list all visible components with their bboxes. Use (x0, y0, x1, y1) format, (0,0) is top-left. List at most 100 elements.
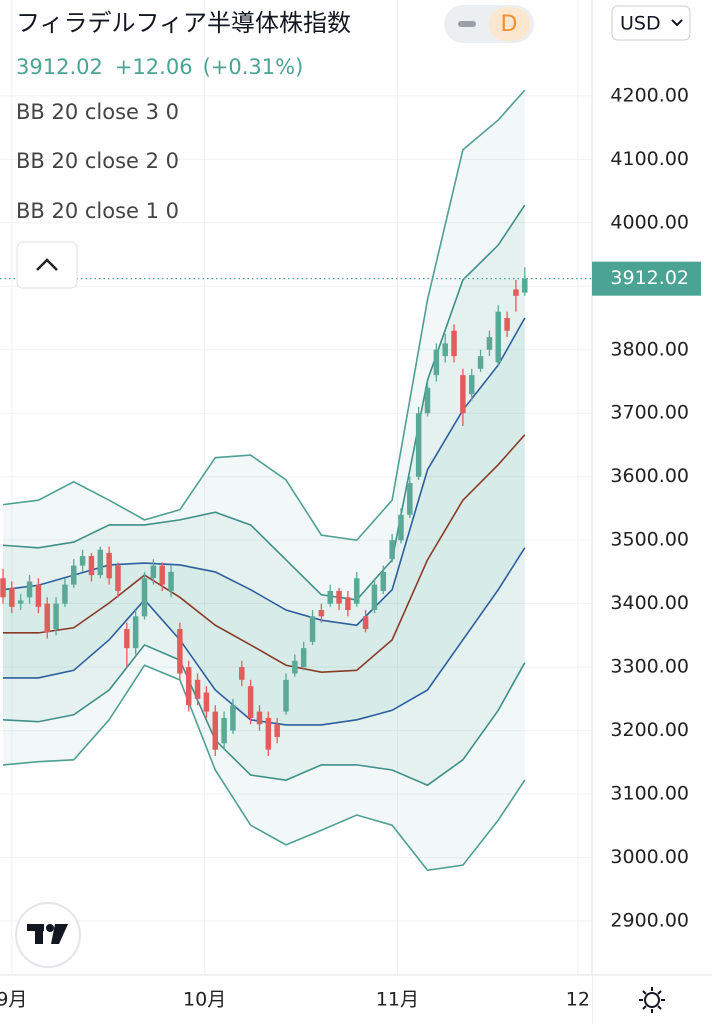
y-tick-label: 3800.00 (610, 338, 689, 360)
indicator-label[interactable]: BB 20 close 2 0 (16, 149, 179, 173)
y-tick-label: 3300.00 (610, 656, 689, 678)
candle-body (159, 565, 165, 585)
collapse-button[interactable] (16, 241, 78, 289)
candle-body (239, 667, 245, 680)
y-axis: 2900.00 3000.00 3100.00 3200.00 3300.00 3400.… (592, 84, 701, 932)
chart-title: フィラデルフィア半導体株指数 (16, 9, 351, 37)
candle-body (44, 603, 50, 633)
last-price-box (592, 261, 701, 296)
candle-body (150, 565, 157, 579)
candle-body (274, 724, 280, 737)
candle-body (389, 540, 395, 560)
candle-body (468, 375, 475, 395)
candle-body (460, 375, 466, 414)
logo-button[interactable] (15, 902, 81, 968)
candle-body (230, 705, 236, 731)
band-fill (3, 90, 525, 871)
band-line (2, 89, 526, 542)
collapse-icon (36, 258, 58, 271)
y-tick-label: 2900.00 (610, 910, 689, 932)
price-axis (592, 0, 712, 1024)
candle-body (451, 330, 457, 357)
dropdown-icon (671, 19, 683, 27)
interval-badge (489, 7, 530, 41)
candle-body (424, 387, 431, 414)
grid (0, 0, 592, 975)
band-line (2, 664, 526, 872)
candle-body (513, 289, 519, 296)
candle-body (380, 571, 387, 591)
logo (27, 924, 68, 944)
y-tick-label: 3700.00 (610, 402, 689, 424)
candle-body (0, 578, 6, 598)
candle-body (17, 600, 24, 604)
minimize-icon (458, 21, 476, 27)
x-tick-label: 9月 (0, 989, 27, 1011)
candle-body (345, 597, 351, 611)
candle-body (71, 565, 77, 585)
indicator-label[interactable]: BB 20 close 3 0 (16, 100, 179, 124)
band-line (3, 434, 526, 674)
indicator-label[interactable]: BB 20 close 1 0 (16, 199, 179, 223)
candle-body (327, 590, 333, 604)
band-line (2, 204, 526, 601)
last-price-label: 3912.02 (610, 267, 689, 289)
y-tick-label: 3600.00 (610, 465, 689, 487)
y-tick-label: 4100.00 (610, 148, 689, 170)
candle-body (504, 318, 510, 331)
candle-body (185, 667, 192, 706)
time-axis (0, 975, 592, 1024)
y-tick-label: 3100.00 (610, 783, 689, 805)
candle-body (9, 587, 15, 607)
candle-body (115, 565, 121, 591)
candle-body (124, 629, 130, 649)
candle-body (300, 648, 307, 668)
y-tick-label: 4000.00 (610, 211, 689, 233)
candle-body (415, 413, 422, 477)
candle-body (398, 514, 404, 541)
y-tick-label: 3500.00 (610, 529, 689, 551)
interval-label: D (501, 12, 518, 37)
candle-body (309, 616, 316, 642)
currency-label: USD (620, 13, 661, 35)
candle-body (486, 337, 493, 350)
candle-body (106, 552, 112, 579)
candle-body (79, 556, 86, 566)
currency-dropdown[interactable] (611, 5, 691, 41)
candle-body (407, 483, 413, 515)
x-tick-label: 12 (566, 989, 590, 1011)
y-tick-label: 4200.00 (610, 84, 689, 106)
candle-body (212, 711, 218, 750)
candle-body (495, 311, 501, 363)
candle-body (477, 356, 484, 369)
candle-body (318, 610, 325, 617)
candle-body (256, 711, 263, 725)
candle-body (362, 616, 369, 630)
change-percent: (+0.31%) (203, 55, 304, 79)
x-tick-label: 10月 (183, 989, 226, 1011)
candle-body (433, 349, 440, 376)
candle-body (247, 686, 254, 718)
candle-body (354, 578, 360, 604)
candle-body (442, 343, 448, 357)
candle-body (62, 584, 68, 604)
candle-body (283, 679, 289, 712)
y-tick-label: 3400.00 (610, 592, 689, 614)
candle-body (371, 584, 378, 611)
settings-icon[interactable] (639, 987, 665, 1013)
candle-body (194, 679, 201, 699)
candle-body (97, 549, 104, 576)
candle-body (336, 590, 342, 604)
y-tick-label: 3000.00 (610, 846, 689, 868)
x-tick-label: 11月 (376, 989, 419, 1011)
candle-body (221, 717, 227, 744)
candle-body (292, 660, 298, 674)
candle-body (35, 584, 42, 607)
candle-body (141, 578, 148, 617)
band-fill (3, 318, 525, 725)
candle-body (168, 571, 174, 591)
band-line (2, 643, 526, 787)
change: +12.06 (115, 55, 193, 79)
candle-body (53, 603, 59, 630)
